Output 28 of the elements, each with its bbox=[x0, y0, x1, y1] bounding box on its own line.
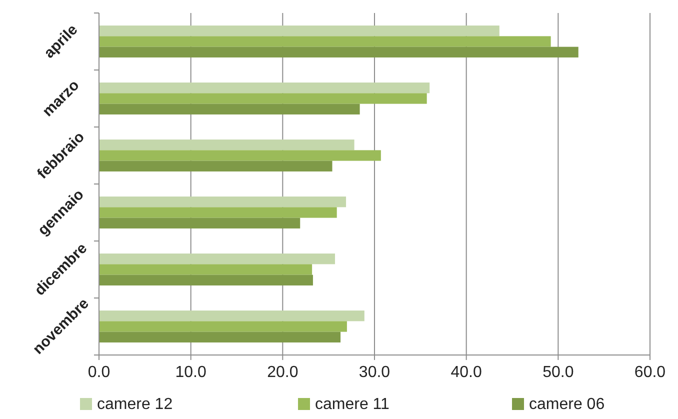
bar bbox=[99, 218, 300, 228]
bar bbox=[99, 104, 360, 114]
x-tick-label: 20.0 bbox=[267, 364, 298, 381]
legend-label: camere 06 bbox=[529, 396, 605, 413]
bar bbox=[99, 36, 551, 47]
bar bbox=[99, 160, 332, 172]
bar bbox=[99, 321, 347, 332]
x-tick-label: 50.0 bbox=[542, 364, 574, 381]
bar bbox=[99, 274, 313, 286]
bar bbox=[99, 26, 500, 36]
bar bbox=[99, 310, 364, 322]
bar bbox=[99, 82, 430, 94]
bar bbox=[99, 207, 337, 218]
bar bbox=[99, 46, 578, 58]
bar bbox=[99, 264, 312, 275]
bar bbox=[99, 254, 336, 264]
bar bbox=[99, 93, 427, 104]
bar bbox=[99, 150, 381, 161]
x-tick-label: 40.0 bbox=[450, 364, 482, 381]
bar bbox=[99, 140, 354, 150]
bar bbox=[99, 332, 341, 342]
x-tick-label: 10.0 bbox=[175, 364, 207, 381]
x-tick-label: 60.0 bbox=[634, 364, 666, 381]
bar bbox=[99, 196, 346, 208]
legend-label: camere 11 bbox=[315, 396, 390, 413]
x-tick-label: 30.0 bbox=[358, 364, 390, 381]
x-tick-label: 0.0 bbox=[88, 364, 110, 381]
legend-label: camere 12 bbox=[97, 396, 173, 413]
